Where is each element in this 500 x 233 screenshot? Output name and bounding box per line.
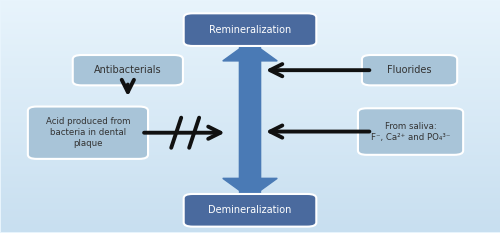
Text: Fluorides: Fluorides <box>388 65 432 75</box>
FancyBboxPatch shape <box>184 194 316 227</box>
FancyArrow shape <box>223 41 277 198</box>
Text: Remineralization: Remineralization <box>209 25 291 35</box>
FancyBboxPatch shape <box>362 55 457 85</box>
Text: Antibacterials: Antibacterials <box>94 65 162 75</box>
Text: Acid produced from
bacteria in dental
plaque: Acid produced from bacteria in dental pl… <box>46 117 130 148</box>
Text: From saliva:
F⁻, Ca²⁺ and PO₄³⁻: From saliva: F⁻, Ca²⁺ and PO₄³⁻ <box>371 121 450 142</box>
Text: Demineralization: Demineralization <box>208 205 292 215</box>
FancyArrow shape <box>223 41 277 198</box>
FancyBboxPatch shape <box>28 106 148 159</box>
FancyBboxPatch shape <box>184 13 316 46</box>
FancyBboxPatch shape <box>358 108 463 155</box>
FancyBboxPatch shape <box>72 55 183 85</box>
